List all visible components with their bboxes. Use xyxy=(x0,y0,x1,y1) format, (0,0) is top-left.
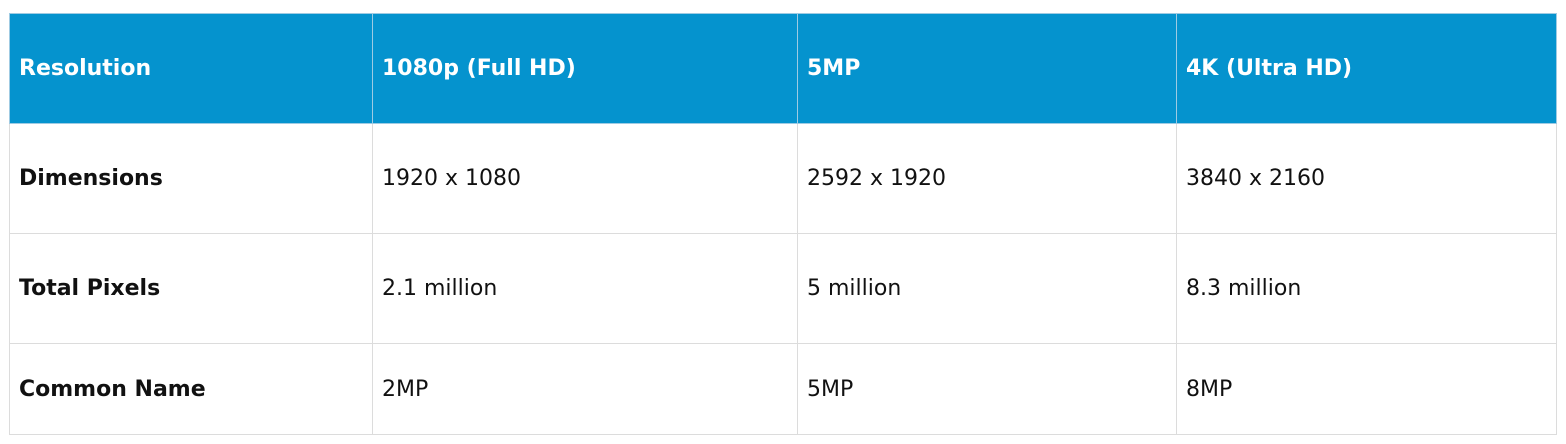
header-cell: 4K (Ultra HD) xyxy=(1176,13,1557,124)
table-cell: 8MP xyxy=(1176,343,1557,435)
header-row: Resolution 1080p (Full HD) 5MP 4K (Ultra… xyxy=(9,13,1557,124)
table-cell: 1920 x 1080 xyxy=(372,123,798,234)
table-cell: 5 million xyxy=(797,233,1177,344)
header-cell: 1080p (Full HD) xyxy=(372,13,798,124)
table-cell: 3840 x 2160 xyxy=(1176,123,1557,234)
table-cell: 8.3 million xyxy=(1176,233,1557,344)
table-row: Dimensions 1920 x 1080 2592 x 1920 3840 … xyxy=(9,123,1557,234)
table-row: Common Name 2MP 5MP 8MP xyxy=(9,343,1557,435)
header-cell: Resolution xyxy=(9,13,373,124)
table-cell: 2MP xyxy=(372,343,798,435)
row-label: Total Pixels xyxy=(9,233,373,344)
table-cell: 5MP xyxy=(797,343,1177,435)
table-row: Total Pixels 2.1 million 5 million 8.3 m… xyxy=(9,233,1557,344)
row-label: Dimensions xyxy=(9,123,373,234)
table-cell: 2.1 million xyxy=(372,233,798,344)
header-cell: 5MP xyxy=(797,13,1177,124)
resolution-comparison-table: Resolution 1080p (Full HD) 5MP 4K (Ultra… xyxy=(9,13,1557,435)
table-cell: 2592 x 1920 xyxy=(797,123,1177,234)
row-label: Common Name xyxy=(9,343,373,435)
